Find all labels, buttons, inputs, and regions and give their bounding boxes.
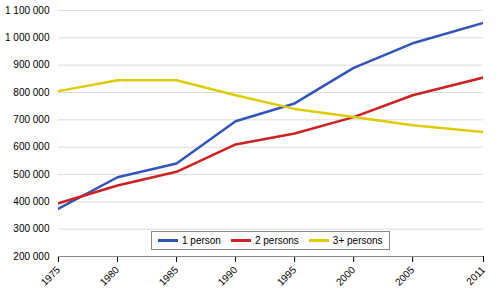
svg-text:2000: 2000	[334, 264, 358, 288]
svg-text:500 000: 500 000	[13, 169, 50, 180]
svg-text:900 000: 900 000	[13, 59, 50, 70]
svg-text:1 000 000: 1 000 000	[5, 32, 50, 43]
html-text:1 person: 1 person	[182, 235, 221, 246]
svg-text:1985: 1985	[157, 264, 181, 288]
html-text:2 persons: 2 persons	[254, 235, 299, 246]
svg-text:1 100 000: 1 100 000	[5, 5, 50, 16]
svg-text:700 000: 700 000	[13, 114, 50, 125]
svg-text:1980: 1980	[98, 264, 122, 288]
svg-text:2011: 2011	[464, 264, 487, 287]
svg-text:300 000: 300 000	[13, 223, 50, 234]
svg-text:400 000: 400 000	[13, 196, 50, 207]
svg-text:800 000: 800 000	[13, 87, 50, 98]
html-text:3+ persons: 3+ persons	[332, 235, 383, 246]
svg-text:1990: 1990	[216, 264, 240, 288]
svg-text:600 000: 600 000	[13, 141, 50, 152]
svg-text:2005: 2005	[393, 264, 417, 288]
svg-text:200 000: 200 000	[13, 251, 50, 262]
svg-text:1975: 1975	[39, 264, 63, 288]
svg-text:1995: 1995	[275, 264, 299, 288]
